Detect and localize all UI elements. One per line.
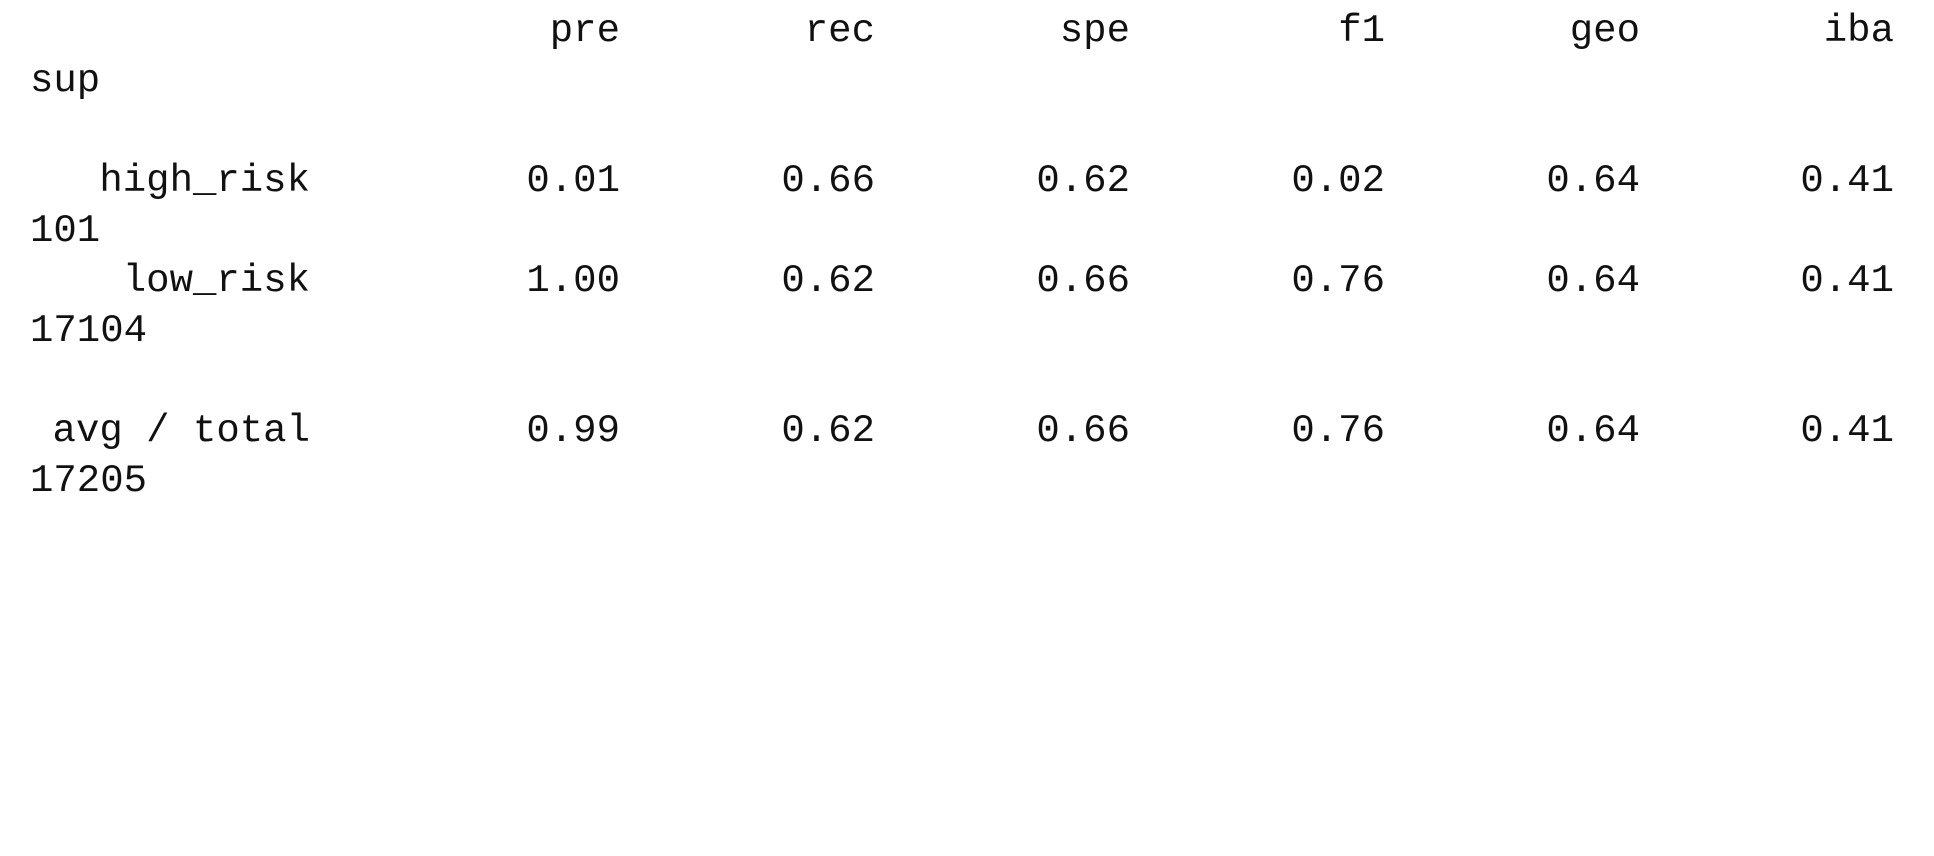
- header-rec: rec: [804, 9, 875, 53]
- cell-spe: 0.66: [1036, 259, 1130, 303]
- header-row: pre rec spe f1 geo iba: [30, 6, 1910, 56]
- blank-line: [30, 356, 1910, 406]
- table-row: low_risk 1.00 0.62 0.66 0.76 0.64 0.41: [30, 256, 1910, 306]
- row-label: high_risk: [99, 159, 310, 203]
- header-wrap-row: sup: [30, 56, 1910, 106]
- classification-report: pre rec spe f1 geo iba sup high_risk 0.0…: [30, 6, 1910, 506]
- header-geo: geo: [1569, 9, 1640, 53]
- total-iba: 0.41: [1800, 409, 1894, 453]
- cell-rec: 0.62: [781, 259, 875, 303]
- total-geo: 0.64: [1546, 409, 1640, 453]
- header-pre: pre: [549, 9, 620, 53]
- cell-sup: 101: [30, 209, 101, 253]
- cell-pre: 1.00: [526, 259, 620, 303]
- cell-geo: 0.64: [1546, 159, 1640, 203]
- cell-pre: 0.01: [526, 159, 620, 203]
- cell-rec: 0.66: [781, 159, 875, 203]
- cell-f1: 0.02: [1291, 159, 1385, 203]
- cell-geo: 0.64: [1546, 259, 1640, 303]
- cell-f1: 0.76: [1291, 259, 1385, 303]
- cell-iba: 0.41: [1800, 259, 1894, 303]
- table-row: high_risk 0.01 0.66 0.62 0.02 0.64 0.41: [30, 156, 1910, 206]
- header-iba: iba: [1823, 9, 1894, 53]
- table-row-wrap: 17104: [30, 306, 1910, 356]
- total-sup: 17205: [30, 459, 148, 503]
- table-row-wrap: 101: [30, 206, 1910, 256]
- total-f1: 0.76: [1291, 409, 1385, 453]
- total-row: avg / total 0.99 0.62 0.66 0.76 0.64 0.4…: [30, 406, 1910, 456]
- total-label: avg / total: [52, 409, 310, 453]
- cell-sup: 17104: [30, 309, 148, 353]
- total-pre: 0.99: [526, 409, 620, 453]
- header-spe: spe: [1059, 9, 1130, 53]
- cell-iba: 0.41: [1800, 159, 1894, 203]
- total-rec: 0.62: [781, 409, 875, 453]
- header-f1: f1: [1338, 9, 1385, 53]
- cell-spe: 0.62: [1036, 159, 1130, 203]
- total-spe: 0.66: [1036, 409, 1130, 453]
- header-sup: sup: [30, 59, 101, 103]
- row-label: low_risk: [122, 259, 310, 303]
- total-row-wrap: 17205: [30, 456, 1910, 506]
- blank-line: [30, 106, 1910, 156]
